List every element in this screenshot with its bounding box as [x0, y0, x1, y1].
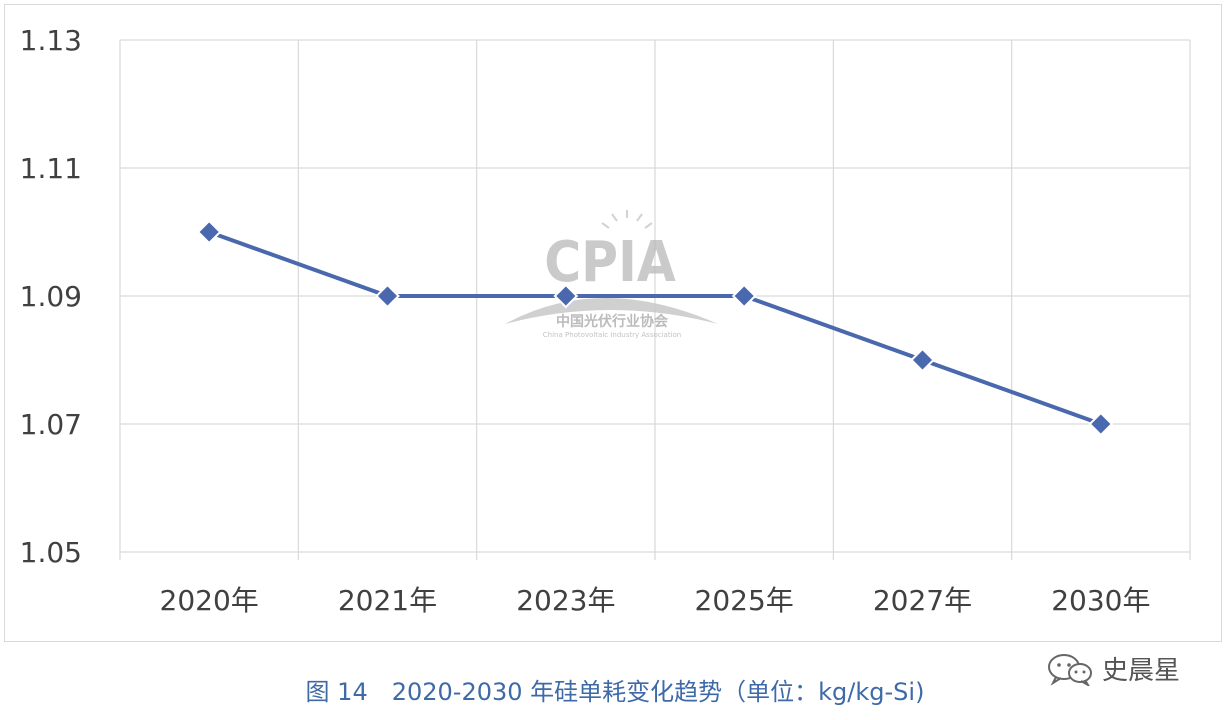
x-tick-label: 2025年: [695, 584, 794, 617]
series-line-path: [208, 230, 1102, 426]
x-tick-label: 2020年: [160, 584, 259, 617]
swoosh-icon: [505, 298, 718, 324]
wechat-icon: [1048, 653, 1092, 686]
watermark-cn-text: 中国光伏行业协会: [556, 313, 669, 330]
x-tick-label: 2027年: [873, 584, 972, 617]
data-point-marker: [375, 283, 400, 309]
line-chart: CPIA 中国光伏行业协会 China Photovoltaic Industr…: [20, 24, 1191, 617]
y-tick-label: 1.07: [20, 408, 82, 441]
data-point-marker: [196, 219, 222, 245]
series-line: [196, 219, 1114, 437]
data-point-marker: [731, 283, 757, 309]
y-tick-label: 1.05: [20, 536, 82, 569]
data-point-marker: [553, 283, 579, 309]
axes: 1.13 1.11 1.09 1.07 1.05 2020年 2021年 2023年 2025年…: [20, 24, 1191, 617]
x-tick-label: 2030年: [1051, 584, 1150, 617]
figure-caption: 图 14 2020-2030 年硅单耗变化趋势（单位：kg/kg-Si): [305, 678, 925, 706]
data-point-marker: [1088, 411, 1114, 437]
wechat-signature: 史晨星: [1046, 650, 1180, 687]
data-point-marker: [910, 347, 935, 373]
y-tick-label: 1.13: [20, 24, 82, 57]
x-tick-label: 2021年: [338, 584, 437, 617]
signature-text: 史晨星: [1102, 656, 1181, 686]
cpia-watermark: CPIA 中国光伏行业协会 China Photovoltaic Industr…: [505, 210, 718, 339]
chart-frame: [4, 4, 1222, 642]
watermark-en-text: China Photovoltaic Industry Association: [543, 331, 682, 339]
y-tick-label: 1.09: [20, 280, 82, 313]
x-tick-label: 2023年: [516, 584, 615, 617]
watermark-logo-text: CPIA: [544, 230, 676, 295]
sun-rays-icon: [601, 210, 653, 229]
y-tick-label: 1.11: [20, 152, 82, 185]
